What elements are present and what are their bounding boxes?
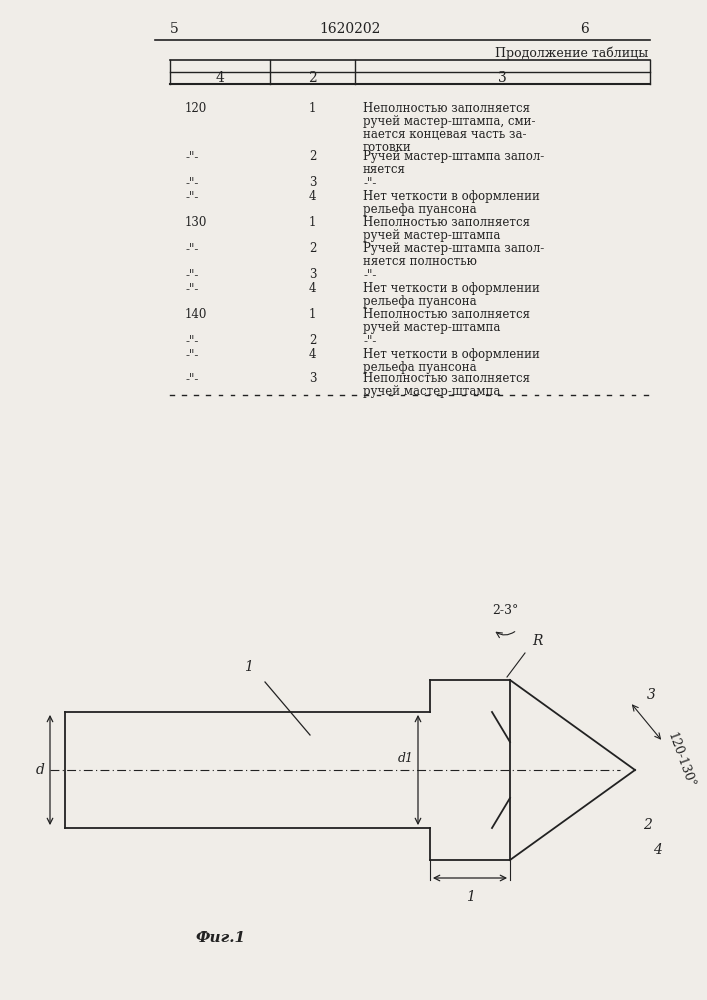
Text: 1: 1: [309, 216, 316, 229]
Text: рельефа пуансона: рельефа пуансона: [363, 361, 477, 374]
Text: рельефа пуансона: рельефа пуансона: [363, 295, 477, 308]
Text: Неполностью заполняется: Неполностью заполняется: [363, 372, 530, 385]
Text: -"-: -"-: [185, 150, 199, 163]
Text: ручей мастер-штампа, сми-: ручей мастер-штампа, сми-: [363, 115, 535, 128]
Text: Продолжение таблицы: Продолжение таблицы: [495, 46, 648, 60]
Text: d1: d1: [398, 752, 414, 764]
Text: Ручей мастер-штампа запол-: Ручей мастер-штампа запол-: [363, 242, 544, 255]
Text: 6: 6: [580, 22, 589, 36]
Text: ручей мастер-штампа: ручей мастер-штампа: [363, 321, 501, 334]
Text: 1: 1: [466, 890, 474, 904]
Text: 2: 2: [309, 150, 316, 163]
Text: 4: 4: [653, 843, 662, 857]
Text: d: d: [35, 763, 45, 777]
Text: 140: 140: [185, 308, 207, 321]
Text: няется полностью: няется полностью: [363, 255, 477, 268]
Text: Нет четкости в оформлении: Нет четкости в оформлении: [363, 348, 540, 361]
Text: -"-: -"-: [185, 372, 199, 385]
Text: -"-: -"-: [185, 334, 199, 347]
Text: няется: няется: [363, 163, 406, 176]
Text: Нет четкости в оформлении: Нет четкости в оформлении: [363, 190, 540, 203]
Text: 1: 1: [309, 308, 316, 321]
Text: рельефа пуансона: рельефа пуансона: [363, 203, 477, 216]
Text: Неполностью заполняется: Неполностью заполняется: [363, 308, 530, 321]
Text: нается концевая часть за-: нается концевая часть за-: [363, 128, 527, 141]
Text: 120: 120: [185, 102, 207, 115]
Text: -"-: -"-: [185, 348, 199, 361]
Text: 2: 2: [643, 818, 652, 832]
Text: Неполностью заполняется: Неполностью заполняется: [363, 216, 530, 229]
Text: 1: 1: [244, 660, 252, 674]
Text: -"-: -"-: [363, 334, 376, 347]
Text: 2: 2: [308, 71, 317, 85]
Text: 3: 3: [309, 372, 316, 385]
Text: -"-: -"-: [363, 268, 376, 281]
Text: 3: 3: [309, 268, 316, 281]
Text: 130: 130: [185, 216, 207, 229]
Text: -"-: -"-: [363, 176, 376, 189]
Text: 4: 4: [309, 348, 316, 361]
Text: -"-: -"-: [185, 268, 199, 281]
Text: R: R: [532, 634, 542, 648]
Text: -"-: -"-: [185, 176, 199, 189]
Text: 3: 3: [647, 688, 656, 702]
Text: -"-: -"-: [185, 190, 199, 203]
Text: 1620202: 1620202: [320, 22, 380, 36]
Text: 120-130°: 120-130°: [665, 730, 697, 790]
Text: 5: 5: [170, 22, 179, 36]
Text: ручей мастер-штампа: ручей мастер-штампа: [363, 385, 501, 398]
Text: Ручей мастер-штампа запол-: Ручей мастер-штампа запол-: [363, 150, 544, 163]
Text: ручей мастер-штампа: ручей мастер-штампа: [363, 229, 501, 242]
Text: 2-3°: 2-3°: [492, 604, 518, 617]
Text: -"-: -"-: [185, 242, 199, 255]
Text: 4: 4: [309, 190, 316, 203]
Text: Неполностью заполняется: Неполностью заполняется: [363, 102, 530, 115]
Text: 4: 4: [216, 71, 224, 85]
Text: Фиг.1: Фиг.1: [195, 931, 245, 945]
Text: 1: 1: [309, 102, 316, 115]
Text: готовки: готовки: [363, 141, 411, 154]
Text: -"-: -"-: [185, 282, 199, 295]
Text: 2: 2: [309, 242, 316, 255]
Text: 4: 4: [309, 282, 316, 295]
Text: 2: 2: [309, 334, 316, 347]
Text: 3: 3: [498, 71, 507, 85]
Text: Нет четкости в оформлении: Нет четкости в оформлении: [363, 282, 540, 295]
Text: 3: 3: [309, 176, 316, 189]
